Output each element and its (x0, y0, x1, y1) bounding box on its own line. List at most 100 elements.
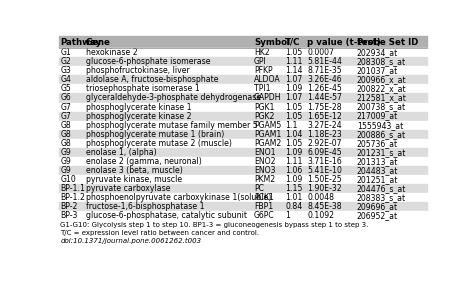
Bar (59, 75, 427, 84)
Text: G8: G8 (60, 121, 71, 130)
Bar (59, 121, 427, 130)
Text: PKM2: PKM2 (254, 175, 275, 184)
Text: 1.50E-25: 1.50E-25 (307, 175, 342, 184)
Text: G1-G10: Glycolysis step 1 to step 10. BP1-3 = gluconeogenesis bypass step 1 to s: G1-G10: Glycolysis step 1 to step 10. BP… (60, 222, 369, 228)
Text: phosphoglycerate kinase 1: phosphoglycerate kinase 1 (86, 103, 191, 111)
Text: 200822_x_at: 200822_x_at (357, 84, 406, 93)
Text: G1: G1 (60, 48, 71, 57)
Text: 0.1092: 0.1092 (307, 211, 334, 220)
Text: 1.04: 1.04 (285, 130, 302, 139)
Text: 1.05: 1.05 (285, 112, 302, 121)
Text: 1: 1 (285, 211, 290, 220)
Text: T/C = expression level ratio between cancer and control.: T/C = expression level ratio between can… (60, 230, 259, 236)
Text: 1.05: 1.05 (285, 103, 302, 111)
Bar (59, 57, 427, 66)
Text: 1.09: 1.09 (285, 84, 302, 93)
Text: hexokinase 2: hexokinase 2 (86, 48, 137, 57)
Text: glucose-6-phosphate isomerase: glucose-6-phosphate isomerase (86, 57, 210, 66)
Text: PGAM2: PGAM2 (254, 139, 281, 148)
Text: aldolase A, fructose-bisphosphate: aldolase A, fructose-bisphosphate (86, 75, 218, 84)
Text: 0.84: 0.84 (285, 202, 302, 211)
Text: BP-1.1: BP-1.1 (60, 184, 85, 193)
Text: 200738_s_at: 200738_s_at (357, 103, 406, 111)
Text: 1.05: 1.05 (285, 139, 302, 148)
Text: GPI: GPI (254, 57, 267, 66)
Text: 6.09E-45: 6.09E-45 (307, 148, 342, 157)
Text: phosphoenolpyruvate carboxykinase 1(soluble): phosphoenolpyruvate carboxykinase 1(solu… (86, 193, 271, 202)
Text: PCK1: PCK1 (254, 193, 274, 202)
Text: PC: PC (254, 184, 264, 193)
Text: phosphofructokinase, liver: phosphofructokinase, liver (86, 66, 190, 75)
Text: 0.0048: 0.0048 (307, 193, 334, 202)
Text: 1.44E-57: 1.44E-57 (307, 93, 342, 103)
Bar (59, 148, 427, 157)
Text: BP-2: BP-2 (60, 202, 78, 211)
Text: 3.71E-16: 3.71E-16 (307, 157, 342, 166)
Text: 217009_at: 217009_at (357, 112, 398, 121)
Text: 1.07: 1.07 (285, 93, 302, 103)
Text: 1.06: 1.06 (285, 166, 302, 175)
Text: 204483_at: 204483_at (357, 166, 398, 175)
Text: G7: G7 (60, 112, 71, 121)
Text: PGK1: PGK1 (254, 103, 274, 111)
Text: T/C: T/C (285, 38, 301, 47)
Text: PGAM5: PGAM5 (254, 121, 281, 130)
Text: PFKP: PFKP (254, 66, 273, 75)
Text: pyruvate carboxylase: pyruvate carboxylase (86, 184, 170, 193)
Text: GAPDH: GAPDH (254, 93, 282, 103)
Text: 1.1: 1.1 (285, 121, 298, 130)
Text: 5.81E-44: 5.81E-44 (307, 57, 342, 66)
Text: 2.92E-07: 2.92E-07 (307, 139, 342, 148)
Text: 1555943_at: 1555943_at (357, 121, 403, 130)
Text: enolase 2 (gamma, neuronal): enolase 2 (gamma, neuronal) (86, 157, 201, 166)
Text: 200966_x_at: 200966_x_at (357, 75, 406, 84)
Text: 204476_s_at: 204476_s_at (357, 184, 406, 193)
Text: 1.90E-32: 1.90E-32 (307, 184, 342, 193)
Text: 208383_s_at: 208383_s_at (357, 193, 406, 202)
Bar (59, 184, 427, 193)
Text: PGK2: PGK2 (254, 112, 274, 121)
Text: 5.41E-10: 5.41E-10 (307, 166, 342, 175)
Text: G9: G9 (60, 166, 71, 175)
Bar (59, 111, 427, 121)
Text: HK2: HK2 (254, 48, 270, 57)
Bar (59, 139, 427, 148)
Text: G9: G9 (60, 157, 71, 166)
Text: G6: G6 (60, 93, 71, 103)
Bar (59, 48, 427, 57)
Text: 1.75E-28: 1.75E-28 (307, 103, 342, 111)
Bar (59, 166, 427, 175)
Text: ENO2: ENO2 (254, 157, 275, 166)
Text: p value (t-test): p value (t-test) (307, 38, 381, 47)
Text: G3: G3 (60, 66, 71, 75)
Text: G7: G7 (60, 103, 71, 111)
Text: 200886_s_at: 200886_s_at (357, 130, 406, 139)
Text: 3.26E-46: 3.26E-46 (307, 75, 342, 84)
Text: ENO3: ENO3 (254, 166, 275, 175)
Text: doi:10.1371/journal.pone.0061262.t003: doi:10.1371/journal.pone.0061262.t003 (60, 238, 201, 243)
Text: 1.05: 1.05 (285, 48, 302, 57)
Text: 3.27E-24: 3.27E-24 (307, 121, 342, 130)
Text: 206952_at: 206952_at (357, 211, 398, 220)
Bar (59, 175, 427, 184)
Text: 1.07: 1.07 (285, 75, 302, 84)
Text: phosphoglycerate mutase 1 (brain): phosphoglycerate mutase 1 (brain) (86, 130, 224, 139)
Text: 201313_at: 201313_at (357, 157, 398, 166)
Text: pyruvate kinase, muscle: pyruvate kinase, muscle (86, 175, 182, 184)
Text: PGAM1: PGAM1 (254, 130, 282, 139)
Text: 1.09: 1.09 (285, 148, 302, 157)
Text: G9: G9 (60, 148, 71, 157)
Text: G4: G4 (60, 75, 71, 84)
Text: fructose-1,6-bisphosphatase 1: fructose-1,6-bisphosphatase 1 (86, 202, 204, 211)
Bar (59, 93, 427, 103)
Text: 208308_s_at: 208308_s_at (357, 57, 406, 66)
Text: 205736_at: 205736_at (357, 139, 398, 148)
Bar (59, 103, 427, 111)
Text: phosphoglycerate mutase 2 (muscle): phosphoglycerate mutase 2 (muscle) (86, 139, 232, 148)
Text: enolase 3 (beta, muscle): enolase 3 (beta, muscle) (86, 166, 182, 175)
Text: G8: G8 (60, 139, 71, 148)
Text: 1.15: 1.15 (285, 184, 302, 193)
Text: phosphoglycerate mutase family member 5: phosphoglycerate mutase family member 5 (86, 121, 257, 130)
Text: 201037_at: 201037_at (357, 66, 398, 75)
Text: 1.09: 1.09 (285, 175, 302, 184)
